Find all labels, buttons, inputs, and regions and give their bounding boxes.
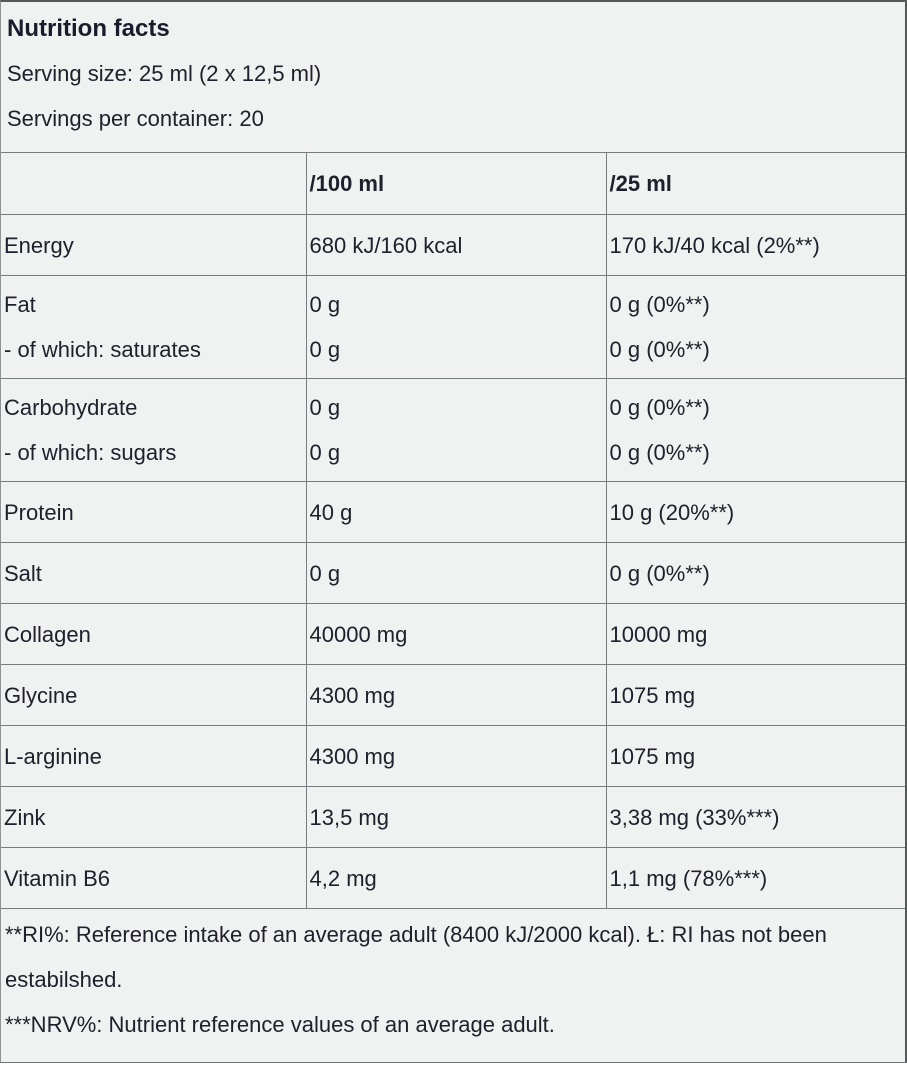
nutrient-name-cell: Collagen [1, 603, 307, 665]
column-header-per-100ml: /100 ml [305, 152, 607, 215]
nutrient-name: L-arginine [4, 743, 102, 769]
per-25ml-cell: 0 g (0%**) [605, 542, 905, 604]
table-row-energy: Energy 680 kJ/160 kcal 170 kJ/40 kcal (2… [1, 214, 905, 276]
column-header-nutrient [1, 152, 307, 215]
per-100ml-subvalue: 0 g [309, 440, 341, 465]
per-100ml-value: 40000 mg [309, 621, 408, 647]
per-100ml-cell: 4300 mg [305, 664, 607, 726]
nutrient-name: Fat [4, 292, 36, 317]
per-25ml-subvalue: 0 g (0%**) [609, 337, 710, 362]
per-100ml-value: 0 g [309, 560, 341, 586]
servings-per-container-text: Servings per container: 20 [7, 106, 264, 131]
per-100ml-cell: 0 g 0 g [305, 378, 607, 482]
label-header: Nutrition facts Serving size: 25 ml (2 x… [1, 2, 905, 152]
per-25ml-value: 0 g (0%**) [609, 395, 710, 420]
per-25ml-value: 0 g (0%**) [609, 292, 710, 317]
nutrient-name-cell: Protein [1, 481, 307, 543]
per-100ml-value: 0 g [309, 292, 341, 317]
table-row-zink: Zink 13,5 mg 3,38 mg (33%***) [1, 786, 905, 848]
per-100ml-cell: 40 g [305, 481, 607, 543]
nutrient-name-cell: Glycine [1, 664, 307, 726]
table-row-l-arginine: L-arginine 4300 mg 1075 mg [1, 725, 905, 787]
nutrient-name-cell: Energy [1, 214, 307, 276]
nutrition-table: /100 ml /25 ml Energy 680 kJ/160 kcal 17… [1, 152, 905, 909]
nutrient-name-cell: Vitamin B6 [1, 847, 307, 909]
per-100ml-cell: 13,5 mg [305, 786, 607, 848]
nutrient-name-cell: L-arginine [1, 725, 307, 787]
table-row-glycine: Glycine 4300 mg 1075 mg [1, 664, 905, 726]
per-100ml-value: 13,5 mg [309, 804, 390, 830]
page-title: Nutrition facts [7, 15, 170, 42]
per-25ml-cell: 1,1 mg (78%***) [605, 847, 905, 909]
per-100ml-value: 4,2 mg [309, 865, 377, 891]
per-25ml-value: 1075 mg [609, 682, 696, 708]
nutrient-name-cell: Fat - of which: saturates [1, 275, 307, 379]
per-25ml-value: 0 g (0%**) [609, 560, 710, 586]
nutrient-subname: - of which: sugars [4, 440, 177, 465]
nutrient-name-cell: Zink [1, 786, 307, 848]
per-25ml-cell: 0 g (0%**) 0 g (0%**) [605, 378, 905, 482]
table-row-fat: Fat - of which: saturates 0 g 0 g 0 g (0… [1, 275, 905, 379]
table-row-carbohydrate: Carbohydrate - of which: sugars 0 g 0 g … [1, 378, 905, 482]
per-25ml-value: 10 g (20%**) [609, 499, 735, 525]
nutrient-name-cell: Salt [1, 542, 307, 604]
column-header-per-25ml: /25 ml [605, 152, 905, 215]
nutrient-name: Collagen [4, 621, 91, 647]
nutrient-name: Zink [4, 804, 46, 830]
per-25ml-value: 1,1 mg (78%***) [609, 865, 768, 891]
nutrient-subname: - of which: saturates [4, 337, 201, 362]
per-25ml-subvalue: 0 g (0%**) [609, 440, 710, 465]
per-100ml-value: 4300 mg [309, 682, 396, 708]
per-100ml-subvalue: 0 g [309, 337, 341, 362]
serving-size-text: Serving size: 25 ml (2 x 12,5 ml) [7, 61, 322, 86]
per-100ml-value: 4300 mg [309, 743, 396, 769]
per-25ml-value: 1075 mg [609, 743, 696, 769]
per-25ml-cell: 10 g (20%**) [605, 481, 905, 543]
per-100ml-cell: 0 g 0 g [305, 275, 607, 379]
per-100ml-cell: 4300 mg [305, 725, 607, 787]
per-25ml-cell: 10000 mg [605, 603, 905, 665]
per-25ml-value: 3,38 mg (33%***) [609, 804, 780, 830]
table-row-protein: Protein 40 g 10 g (20%**) [1, 481, 905, 543]
nutrient-name: Salt [4, 560, 42, 586]
per-25ml-cell: 1075 mg [605, 725, 905, 787]
per-25ml-value: 10000 mg [609, 621, 708, 647]
footnote-ri: **RI%: Reference intake of an average ad… [5, 922, 827, 992]
nutrient-name-cell: Carbohydrate - of which: sugars [1, 378, 307, 482]
per-100ml-cell: 40000 mg [305, 603, 607, 665]
per-100ml-value: 680 kJ/160 kcal [309, 232, 463, 258]
per-100ml-cell: 4,2 mg [305, 847, 607, 909]
table-row-vitamin-b6: Vitamin B6 4,2 mg 1,1 mg (78%***) [1, 847, 905, 909]
per-100ml-value: 40 g [309, 499, 353, 525]
per-25ml-cell: 1075 mg [605, 664, 905, 726]
nutrient-name: Protein [4, 499, 74, 525]
nutrient-name: Energy [4, 232, 74, 258]
nutrient-name: Glycine [4, 682, 78, 708]
nutrient-name: Vitamin B6 [4, 865, 110, 891]
table-row-collagen: Collagen 40000 mg 10000 mg [1, 603, 905, 665]
per-25ml-value: 170 kJ/40 kcal (2%**) [609, 232, 820, 258]
per-25ml-cell: 0 g (0%**) 0 g (0%**) [605, 275, 905, 379]
per-100ml-cell: 680 kJ/160 kcal [305, 214, 607, 276]
nutrient-name: Carbohydrate [4, 395, 138, 420]
per-25ml-cell: 170 kJ/40 kcal (2%**) [605, 214, 905, 276]
footnote-nrv: ***NRV%: Nutrient reference values of an… [5, 1012, 555, 1037]
per-100ml-cell: 0 g [305, 542, 607, 604]
table-header-row: /100 ml /25 ml [1, 152, 905, 215]
per-25ml-cell: 3,38 mg (33%***) [605, 786, 905, 848]
table-row-salt: Salt 0 g 0 g (0%**) [1, 542, 905, 604]
footnotes: **RI%: Reference intake of an average ad… [1, 909, 905, 1047]
per-100ml-value: 0 g [309, 395, 341, 420]
